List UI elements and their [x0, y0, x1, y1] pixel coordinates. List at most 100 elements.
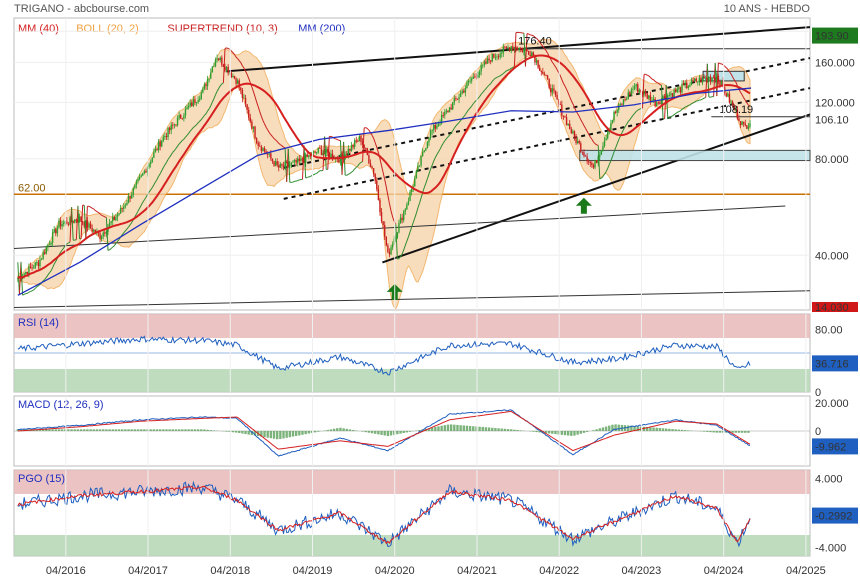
- supertrend-segment: [44, 277, 47, 280]
- supertrend-segment: [411, 222, 414, 228]
- supertrend-segment: [702, 97, 705, 100]
- candle-body: [130, 194, 133, 199]
- supertrend-segment: [439, 145, 443, 150]
- candle-body: [606, 132, 609, 139]
- supertrend-segment: [52, 263, 55, 268]
- candle-body: [706, 77, 709, 80]
- supertrend-segment: [390, 210, 394, 218]
- macd-histogram-bar: [399, 431, 402, 434]
- macd-histogram-bar: [532, 431, 535, 432]
- candle-body: [625, 99, 628, 100]
- candle-body: [159, 141, 161, 147]
- candle-body: [360, 136, 362, 142]
- candle-body: [244, 97, 247, 105]
- candle-body: [118, 213, 120, 215]
- candle-body: [482, 64, 484, 66]
- supertrend-segment: [322, 136, 326, 171]
- candle-body: [134, 184, 136, 189]
- supertrend-segment: [273, 138, 276, 141]
- rsi-overbought-zone: [14, 314, 810, 338]
- candle-body: [542, 71, 544, 74]
- supertrend-segment: [205, 110, 209, 114]
- macd-histogram-bar: [560, 431, 564, 435]
- candle-body: [110, 221, 112, 223]
- supertrend-segment: [134, 213, 137, 218]
- candle-body: [657, 102, 659, 104]
- supertrend-segment: [502, 71, 506, 74]
- supertrend-segment: [647, 74, 649, 77]
- supertrend-segment: [406, 236, 409, 242]
- macd-histogram-bar: [76, 429, 80, 431]
- candle-body: [268, 153, 270, 155]
- supertrend-segment: [409, 227, 413, 233]
- macd-histogram-bar: [165, 429, 168, 431]
- supertrend-segment: [392, 216, 395, 222]
- x-axis-tick: 04/2022: [539, 565, 579, 577]
- supertrend-segment: [694, 100, 697, 103]
- candle-body: [319, 147, 321, 149]
- supertrend-segment: [540, 44, 544, 47]
- supertrend-segment: [626, 121, 629, 125]
- macd-histogram-bar: [326, 429, 329, 431]
- supertrend-segment: [453, 125, 457, 129]
- candle-body: [464, 88, 467, 93]
- candle-body: [300, 158, 302, 161]
- supertrend-segment: [143, 197, 147, 201]
- macd-panel: MACD (12, 26, 9) 20.000 0 -9.962: [13, 395, 858, 467]
- supertrend-segment: [442, 140, 446, 144]
- candle-body: [632, 88, 634, 90]
- pgo-signal-line: [17, 485, 751, 545]
- supertrend-segment: [164, 162, 167, 166]
- candle-body: [328, 152, 331, 158]
- candle-body: [211, 66, 214, 73]
- price-legend: MM (40) BOLL (20, 2) SUPERTREND (10, 3) MM …: [18, 23, 345, 35]
- macd-histogram-bar: [121, 429, 124, 431]
- candle-body: [224, 66, 226, 71]
- supertrend-segment: [275, 139, 278, 142]
- macd-histogram-bar: [646, 426, 649, 431]
- macd-histogram-bar: [310, 431, 314, 433]
- supertrend-segment: [69, 207, 73, 242]
- supertrend-segment: [730, 73, 734, 78]
- supertrend-segment: [297, 179, 300, 181]
- supertrend-segment: [36, 285, 39, 288]
- supertrend-segment: [384, 179, 387, 188]
- candle-body: [674, 89, 677, 92]
- macd-histogram-bar: [231, 431, 235, 433]
- macd-histogram-bar: [491, 427, 494, 431]
- supertrend-segment: [284, 147, 288, 182]
- candle-body: [327, 149, 329, 153]
- macd-histogram-bar: [16, 429, 20, 431]
- macd-histogram-bar: [307, 431, 311, 434]
- candle-body: [521, 48, 523, 52]
- supertrend-segment: [542, 46, 545, 49]
- candle-body: [246, 104, 248, 110]
- candle-body: [396, 232, 399, 238]
- supertrend-segment: [63, 245, 66, 249]
- macd-histogram-bar: [655, 427, 658, 431]
- candle-body: [744, 123, 746, 126]
- candle-body: [581, 151, 584, 153]
- macd-histogram-bar: [73, 429, 76, 431]
- supertrend-segment: [388, 203, 392, 211]
- supertrend-segment: [316, 171, 319, 174]
- candle-body: [189, 102, 191, 106]
- supertrend-segment: [213, 94, 216, 99]
- candle-body: [81, 221, 84, 223]
- rsi-title: RSI (14): [18, 317, 59, 329]
- supertrend-segment: [202, 115, 205, 118]
- macd-histogram-bar: [636, 426, 639, 431]
- macd-histogram-bar: [687, 430, 690, 431]
- candle-body: [390, 247, 392, 255]
- supertrend-segment: [153, 181, 156, 186]
- supertrend-segment: [597, 145, 601, 179]
- x-axis-tick: 04/2016: [46, 565, 86, 577]
- supertrend-segment: [727, 69, 730, 73]
- supertrend-segment: [248, 78, 251, 83]
- candle-body: [248, 109, 250, 118]
- supertrend-segment: [95, 210, 98, 212]
- candle-body: [303, 160, 305, 163]
- candle-body: [551, 88, 554, 93]
- supertrend-segment: [156, 176, 160, 180]
- candle-body: [440, 115, 443, 124]
